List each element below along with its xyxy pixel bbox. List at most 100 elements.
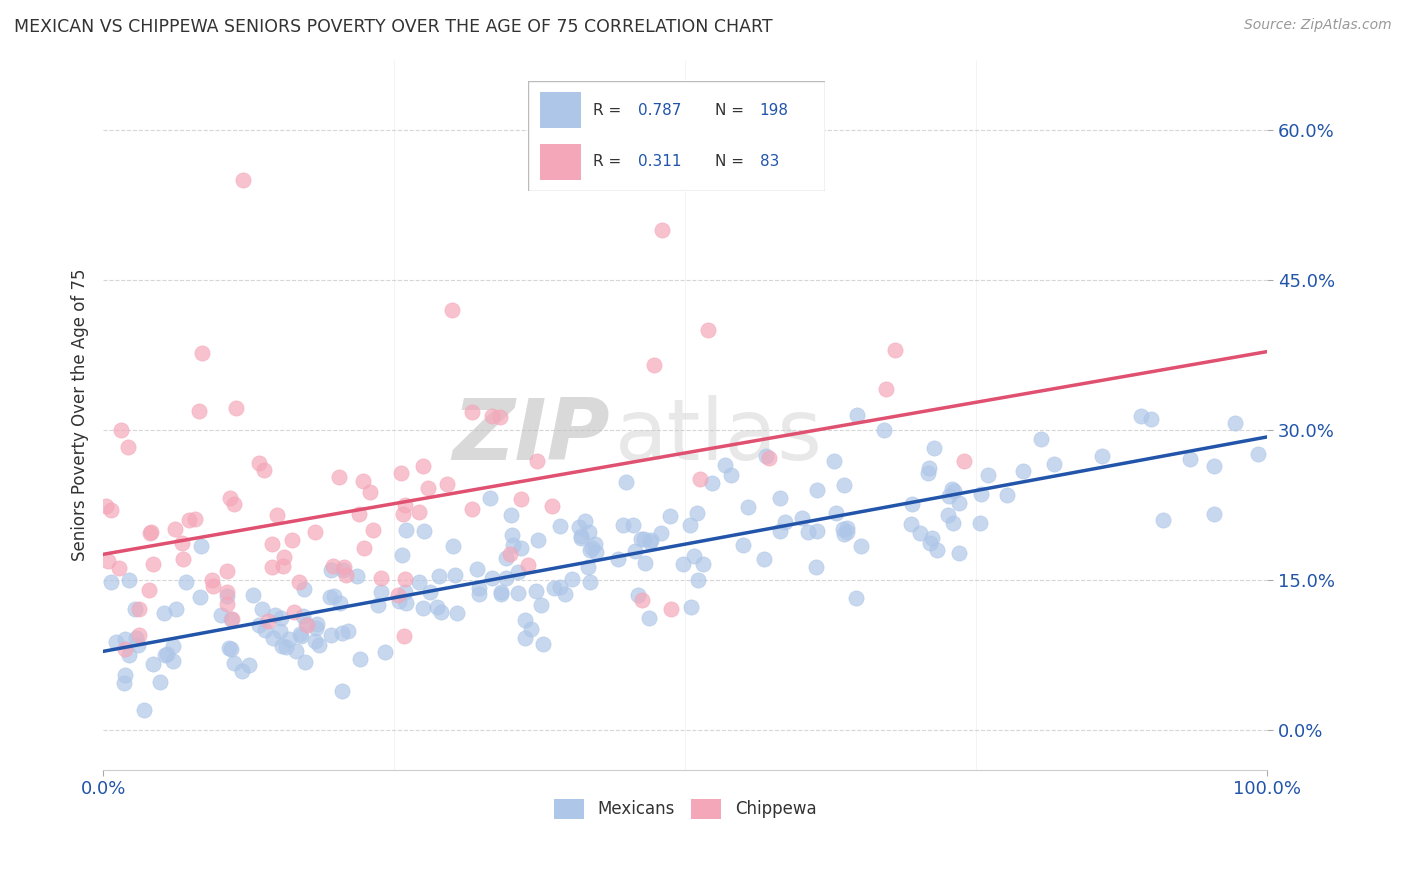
Text: atlas: atlas [616,394,824,477]
Point [1042,457,1064,471]
Point [330,684,353,698]
Point [517,558,540,572]
Point [686,506,709,520]
Point [650,525,672,540]
Point [733,538,755,552]
Point [672,558,695,572]
Point [526,533,548,548]
Point [633,532,655,546]
Point [918,536,941,550]
Point [128,628,150,642]
Point [752,552,775,566]
Point [1178,451,1201,466]
Point [127,638,149,652]
Point [231,664,253,678]
Point [412,458,434,473]
Point [294,655,316,669]
Point [174,575,197,590]
Point [142,657,165,672]
Point [835,520,858,534]
Point [953,454,976,468]
Text: MEXICAN VS CHIPPEWA SENIORS POVERTY OVER THE AGE OF 75 CORRELATION CHART: MEXICAN VS CHIPPEWA SENIORS POVERTY OVER… [14,18,773,36]
Point [883,343,905,357]
Point [292,582,315,596]
Point [1011,464,1033,478]
Point [153,648,176,663]
Point [495,571,517,585]
Point [262,632,284,646]
Point [548,580,571,594]
Point [215,584,238,599]
Point [755,449,778,463]
Point [977,468,1000,483]
Point [568,520,591,534]
Point [510,491,533,506]
Point [138,583,160,598]
Point [548,519,571,533]
Point [114,642,136,657]
Point [332,625,354,640]
Point [501,528,523,542]
Point [606,551,628,566]
Point [468,587,491,601]
Point [873,423,896,437]
Point [513,632,536,646]
Point [156,647,179,661]
Point [278,632,301,647]
Point [561,572,583,586]
Point [530,598,553,612]
Point [319,628,342,642]
Point [132,703,155,717]
Point [284,643,307,657]
Point [1139,411,1161,425]
Point [832,527,855,541]
Point [659,509,682,524]
Point [643,358,665,372]
Point [682,549,704,563]
Point [242,588,264,602]
Point [790,510,813,524]
Point [876,382,898,396]
Point [247,617,270,632]
Point [408,574,430,589]
Point [806,483,828,497]
Point [520,622,543,636]
Point [925,543,948,558]
Point [651,223,673,237]
Point [270,611,292,625]
Point [823,454,845,468]
Point [1247,446,1270,460]
Point [273,550,295,565]
Point [917,466,939,480]
Point [614,475,637,489]
Point [426,599,449,614]
Point [578,525,600,540]
Point [308,638,330,652]
Point [569,529,592,543]
Point [499,547,522,561]
Point [569,531,592,545]
Point [412,600,434,615]
Point [211,607,233,622]
Point [970,486,993,500]
Point [118,648,141,662]
Point [374,645,396,659]
Point [634,557,657,571]
Point [141,524,163,539]
Point [501,508,523,522]
Point [714,458,737,473]
Point [264,608,287,623]
Point [108,561,131,575]
Point [481,409,503,423]
Point [225,401,247,416]
Point [936,508,959,523]
Point [640,533,662,548]
Point [948,496,970,510]
Point [256,615,278,629]
Point [370,571,392,585]
Point [702,476,724,491]
Y-axis label: Seniors Poverty Over the Age of 75: Seniors Poverty Over the Age of 75 [72,268,89,561]
Point [942,516,965,530]
Point [495,551,517,566]
Point [900,517,922,532]
